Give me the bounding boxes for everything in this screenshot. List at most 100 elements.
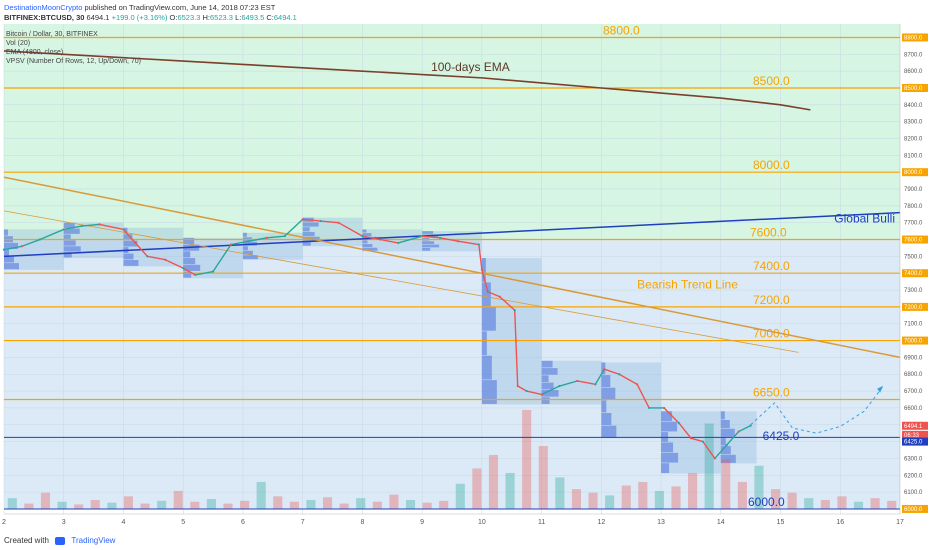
price-segment-48 [738, 424, 751, 433]
y-tick-15: 7500.0 [904, 254, 923, 260]
vp-row-12-4 [720, 446, 731, 455]
open-label: O: [169, 13, 178, 22]
publish-info: published on TradingView.com, June 14, 2… [84, 3, 276, 12]
vp-row-2-1 [123, 234, 133, 241]
vp-row-0-5 [4, 263, 19, 270]
volume-bar-53 [887, 500, 897, 509]
high-label: H: [202, 13, 211, 22]
level-label-1: 8500.0 [753, 74, 790, 88]
trend-line-2 [3, 210, 799, 353]
volume-bar-50 [837, 496, 847, 509]
footer-brand[interactable]: TradingView [71, 536, 116, 545]
change-value: +199.0 (+3.16%) [111, 13, 168, 22]
volume-bars [7, 409, 897, 509]
vp-row-11-1 [661, 421, 678, 432]
price-segment-13 [212, 244, 232, 272]
upper-zone [4, 24, 900, 240]
price-point-38 [618, 373, 621, 376]
volume-bar-18 [306, 499, 316, 509]
volume-bar-0 [7, 498, 17, 509]
x-tick-2: 4 [122, 519, 126, 526]
price-point-6 [122, 228, 125, 231]
indicator-legend: Bitcoin / Dollar, 30, BITFINEX Vol (20) … [6, 31, 141, 65]
ohlc-line: BITFINEX:BTCUSD, 30 6494.1 +199.0 (+3.16… [4, 13, 297, 22]
price-point-33 [540, 393, 543, 396]
price-segment-19 [320, 220, 339, 224]
price-segment-4 [63, 225, 82, 231]
indicator-vol: Vol (20) [6, 40, 30, 47]
author-link[interactable]: DestinationMoonCrypto [4, 3, 83, 12]
level-label-5: 7200.0 [753, 293, 790, 307]
time-axis: 2 3 4 5 6 7 8 9 10 11 12 13 14 15 16 17 [0, 513, 932, 531]
price-point-36 [594, 383, 597, 386]
annotation-1: Global Bulli [834, 212, 895, 226]
price-segment-24 [422, 235, 441, 239]
price-point-23 [421, 235, 424, 238]
vp-row-9-0 [541, 360, 553, 368]
price-segment-31 [514, 310, 519, 387]
marker-tag-2 [902, 437, 928, 446]
high-value: 6523.3 [210, 13, 233, 22]
price-segment-22 [380, 238, 399, 244]
vp-row-10-5 [601, 425, 617, 438]
price-point-7 [134, 241, 137, 245]
footer-created: Created with [4, 536, 49, 545]
vp-row-6-3 [362, 240, 368, 244]
price-segment-14 [230, 240, 250, 246]
price-segment-6 [99, 223, 124, 231]
price-point-11 [194, 273, 197, 276]
price-segment-28 [481, 269, 489, 292]
ema-line [3, 50, 811, 111]
price-segment-32 [517, 385, 528, 392]
x-tick-1: 3 [62, 519, 66, 526]
price-segment-5 [81, 223, 100, 227]
price-series [2, 218, 752, 460]
vp-row-12-3 [720, 437, 726, 446]
level-lines: 8800.08500.08000.07600.07400.07200.07000… [4, 24, 900, 510]
price-segment-16 [266, 235, 285, 239]
price-point-27 [480, 268, 483, 271]
price-chart[interactable]: 8800.0 8500.0 8000.0 7600.0 7400.0 7200.0 7000… [0, 24, 932, 531]
price-point-25 [456, 240, 460, 243]
vp-row-4-5 [242, 255, 258, 260]
price-segment-40 [636, 384, 650, 409]
vp-row-9-3 [541, 382, 554, 390]
volume-bar-36 [605, 495, 615, 509]
level-tag-20 [902, 168, 928, 177]
volume-bar-40 [671, 486, 681, 509]
vp-row-11-0 [661, 411, 673, 422]
price-point-43 [689, 437, 693, 440]
price-segment-10 [164, 259, 184, 269]
price-point-9 [164, 258, 167, 261]
vp-row-3-2 [183, 251, 191, 258]
price-point-14 [247, 240, 251, 243]
volume-bar-9 [157, 500, 167, 509]
price-segment-36 [577, 380, 596, 386]
price-segment-11 [182, 267, 196, 276]
price-segment-7 [122, 228, 136, 244]
volume-bar-39 [654, 490, 664, 509]
y-tick-25: 8500.0 [904, 86, 923, 92]
vp-row-8-0 [481, 258, 486, 282]
level-tag-25 [902, 83, 928, 92]
price-point-39 [636, 383, 639, 386]
volume-bar-32 [538, 445, 548, 509]
volume-bar-23 [389, 494, 399, 509]
y-tick-8: 6800.0 [904, 372, 923, 378]
price-segment-45 [702, 441, 716, 459]
annotation-0: 100-days EMA [431, 60, 510, 74]
x-tick-12: 14 [717, 519, 725, 526]
volume-bar-7 [123, 496, 134, 509]
vp-row-1-3 [63, 240, 76, 246]
vp-row-8-3 [481, 331, 487, 356]
y-tick-22: 8200.0 [904, 137, 923, 143]
vp-row-4-4 [242, 250, 253, 255]
price-point-13 [229, 243, 233, 246]
vp-row-6-1 [362, 233, 372, 237]
volume-bar-42 [704, 423, 714, 509]
vp-row-8-2 [481, 306, 496, 331]
footer: Created with TradingView [0, 531, 932, 550]
level-tag-10 [902, 336, 928, 345]
vp-row-8-5 [481, 380, 497, 404]
vp-row-12-5 [720, 454, 736, 463]
